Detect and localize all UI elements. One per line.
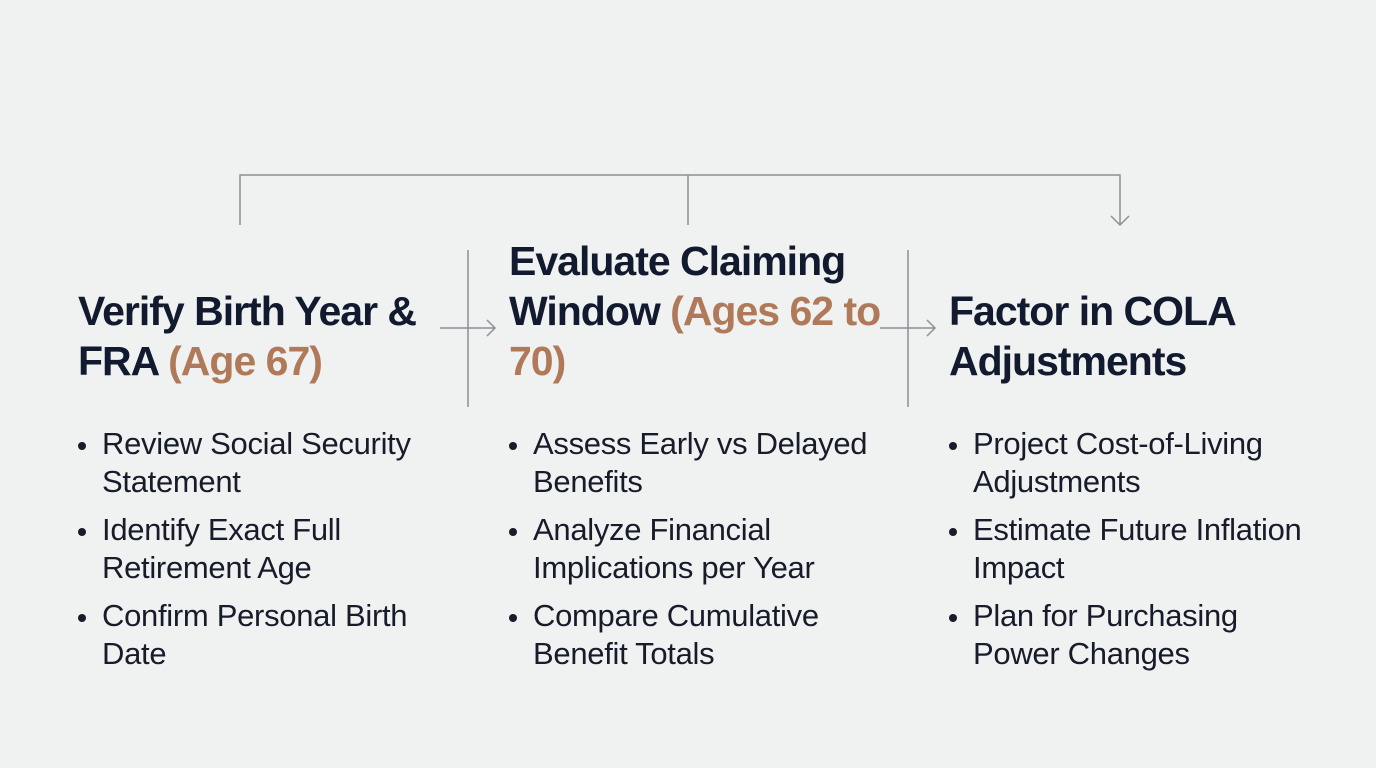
bullet-item: Review Social Security Statement [78,425,448,501]
step-title: Factor in COLA Adjustments [949,286,1329,386]
title-text: Verify Birth Year & FRA [78,288,417,384]
bullet-item: Confirm Personal Birth Date [78,597,448,673]
bullet-item: Assess Early vs Delayed Benefits [509,425,879,501]
bullet-list: Project Cost-of-Living Adjustments Estima… [949,425,1319,683]
bullet-item: Compare Cumulative Benefit Totals [509,597,879,673]
arrow-head [926,319,937,337]
bullet-item: Analyze Financial Implications per Year [509,511,879,587]
title-box: Evaluate Claiming Window (Ages 62 to 70) [509,200,909,386]
arrow-head [1110,215,1130,227]
arrow-head [486,319,497,337]
bullet-item: Identify Exact Full Retirement Age [78,511,448,587]
step-title: Verify Birth Year & FRA (Age 67) [78,286,458,386]
title-highlight: (Age 67) [168,338,323,384]
title-box: Factor in COLA Adjustments [949,200,1349,386]
bullet-item: Project Cost-of-Living Adjustments [949,425,1319,501]
title-box: Verify Birth Year & FRA (Age 67) [78,200,478,386]
step-title: Evaluate Claiming Window (Ages 62 to 70) [509,236,889,386]
bullet-list: Review Social Security Statement Identify… [78,425,448,683]
top-connector [239,174,1121,225]
title-text: Evaluate Claiming Window [509,238,846,334]
title-highlight: (Ages 62 to 70) [509,288,881,384]
bullet-item: Estimate Future Inflation Impact [949,511,1319,587]
title-text: Factor in COLA Adjustments [949,288,1235,384]
bullet-item: Plan for Purchasing Power Changes [949,597,1319,673]
bullet-list: Assess Early vs Delayed Benefits Analyze … [509,425,879,683]
